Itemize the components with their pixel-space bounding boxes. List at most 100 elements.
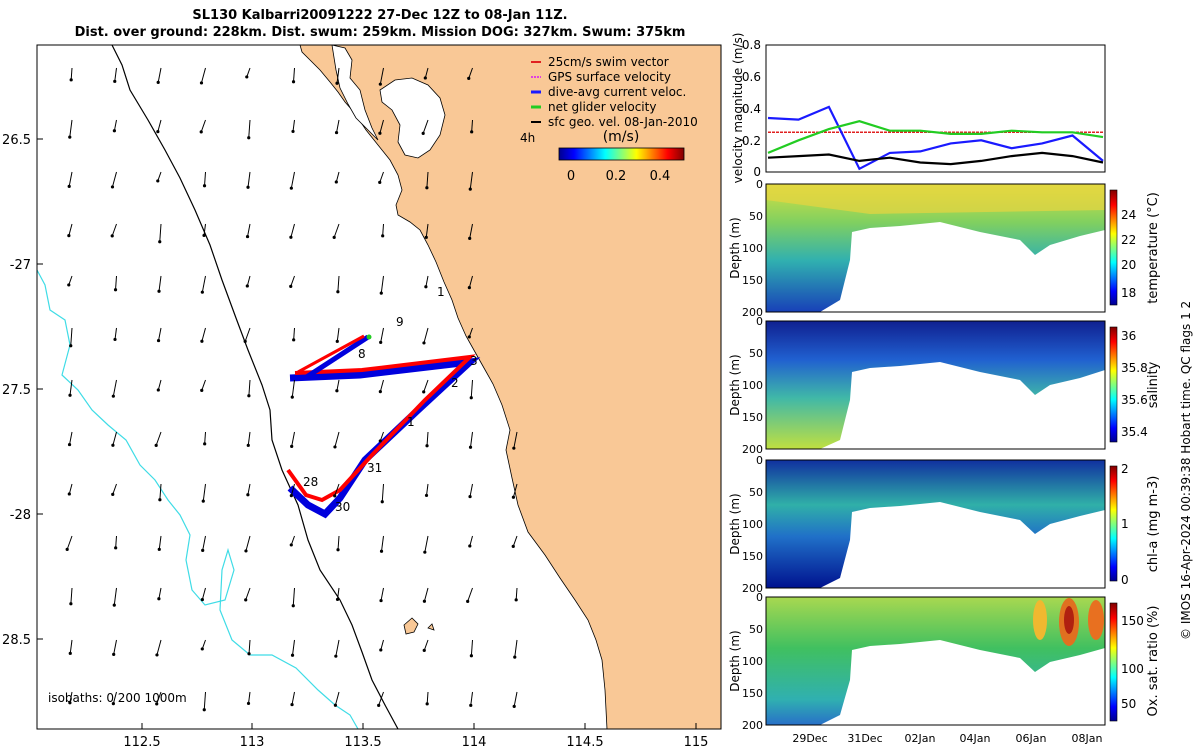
velocity-arrow bbox=[159, 223, 162, 242]
svg-text:18: 18 bbox=[1121, 286, 1136, 300]
figure-title-line1: SL130 Kalbarri20091222 27-Dec 12Z to 08-… bbox=[192, 8, 568, 23]
velocity-arrow bbox=[115, 535, 117, 548]
velocity-arrow bbox=[202, 535, 206, 551]
velocity-arrow-head bbox=[69, 602, 73, 606]
velocity-arrow bbox=[336, 119, 340, 133]
velocity-arrow bbox=[114, 327, 117, 340]
velocity-arrow bbox=[426, 483, 429, 496]
velocity-arrow-head bbox=[244, 549, 248, 553]
speed-colorbar bbox=[558, 147, 685, 161]
legend-label-dive-avg: dive-avg current veloc. bbox=[548, 85, 686, 99]
velocity-arrow-head bbox=[381, 234, 385, 238]
day-labels: 1 9 8 3 2 1 31 28 30 bbox=[303, 285, 478, 514]
velocity-arrow bbox=[69, 639, 73, 654]
svg-text:113: 113 bbox=[240, 735, 265, 750]
velocity-arrow bbox=[334, 691, 340, 706]
velocity-arrow bbox=[379, 119, 384, 134]
svg-text:100: 100 bbox=[1121, 662, 1144, 676]
velocity-arrow-head bbox=[245, 284, 249, 288]
velocity-arrow-head bbox=[470, 130, 474, 134]
velocity-arrow-head bbox=[334, 180, 338, 184]
map-axes-frame bbox=[36, 44, 722, 730]
velocity-arrow-head bbox=[422, 390, 426, 394]
svg-text:04Jan: 04Jan bbox=[960, 732, 991, 745]
velocity-arrow-head bbox=[468, 236, 472, 240]
velocity-arrow-head bbox=[423, 76, 427, 80]
temperature-cbar-label: temperature (°C) bbox=[1146, 192, 1161, 304]
svg-text:31: 31 bbox=[367, 461, 382, 475]
velocity-arrow bbox=[471, 119, 473, 132]
velocity-arrow-head bbox=[289, 284, 293, 289]
velocity-arrow bbox=[336, 379, 340, 391]
velocity-arrow bbox=[204, 431, 206, 444]
velocity-arrow bbox=[470, 379, 473, 398]
track-segment-8 bbox=[303, 334, 370, 381]
velocity-arrow bbox=[381, 535, 384, 552]
velocity-arrow-head bbox=[289, 494, 293, 498]
velocity-arrow bbox=[379, 171, 384, 183]
velocity-arrow bbox=[111, 223, 117, 237]
velocity-arrow bbox=[204, 171, 206, 186]
velocity-arrow bbox=[379, 379, 384, 392]
track-end-marker bbox=[366, 334, 372, 340]
velocity-arrow-head bbox=[336, 290, 340, 294]
velocity-arrow-head bbox=[378, 131, 382, 135]
velocity-arrow-head bbox=[245, 75, 249, 79]
svg-text:50: 50 bbox=[1121, 697, 1136, 711]
velocity-arrow-head bbox=[466, 599, 470, 603]
velocity-arrow bbox=[113, 587, 117, 606]
velocity-arrow-head bbox=[110, 234, 114, 238]
velocity-arrow-head bbox=[290, 395, 294, 399]
velocity-arrow-head bbox=[156, 130, 160, 134]
svg-text:113.5: 113.5 bbox=[344, 735, 381, 750]
velocity-arrow-head bbox=[379, 648, 383, 652]
velocity-arrow-head bbox=[158, 240, 162, 244]
svg-text:-27: -27 bbox=[10, 258, 31, 273]
velocity-arrow bbox=[426, 171, 429, 188]
velocity-arrow bbox=[379, 67, 384, 85]
svg-text:3: 3 bbox=[470, 354, 478, 368]
velocity-arrow-head bbox=[245, 234, 250, 239]
velocity-arrow-head bbox=[333, 494, 337, 498]
shark-bay-water bbox=[379, 77, 446, 159]
velocity-arrow bbox=[159, 483, 162, 500]
arrow-scale-label: 4h bbox=[520, 131, 535, 145]
glider-track-map: 1 9 8 3 2 1 31 28 30 112.5 113 113.5 114… bbox=[2, 44, 722, 750]
velocity-arrow bbox=[468, 275, 473, 288]
velocity-arrow-head bbox=[246, 443, 250, 447]
velocity-arrow bbox=[292, 639, 295, 656]
velocity-arrow bbox=[381, 483, 384, 502]
velocity-arrow bbox=[333, 223, 340, 238]
velocity-arrow-head bbox=[289, 235, 293, 239]
velocity-arrow bbox=[68, 171, 73, 187]
velocity-arrow-head bbox=[335, 597, 340, 602]
velocity-arrow-head bbox=[157, 597, 161, 601]
velocity-arrow bbox=[203, 223, 206, 236]
velocity-arrow-head bbox=[291, 604, 295, 608]
velocity-arrow-head bbox=[335, 389, 339, 393]
velocity-arrow-head bbox=[243, 339, 247, 343]
velocity-arrow-head bbox=[113, 337, 117, 342]
svg-text:0.4: 0.4 bbox=[650, 169, 671, 184]
velocity-arrow-head bbox=[378, 439, 382, 443]
velocity-arrow-head bbox=[111, 394, 115, 398]
velocity-arrow-head bbox=[378, 180, 382, 185]
velocity-arrow bbox=[202, 483, 206, 502]
svg-text:35.4: 35.4 bbox=[1121, 425, 1148, 439]
velocity-arrow-head bbox=[67, 283, 71, 287]
imos-stamp: © IMOS 16-Apr-2024 00:39:38 Hobart time.… bbox=[1179, 300, 1193, 640]
velocity-arrow bbox=[158, 535, 162, 550]
velocity-arrow-head bbox=[289, 186, 293, 190]
island bbox=[403, 617, 419, 635]
svg-text:35.8: 35.8 bbox=[1121, 361, 1148, 375]
velocity-arrow bbox=[512, 483, 518, 498]
velocity-arrow-head bbox=[244, 598, 248, 602]
peninsula-water bbox=[331, 45, 379, 141]
velocity-arrow bbox=[112, 691, 117, 704]
velocity-arrow bbox=[469, 171, 473, 190]
velocity-arrow-head bbox=[200, 290, 204, 294]
velocity-arrow bbox=[247, 483, 251, 495]
velocity-arrow bbox=[245, 587, 251, 601]
velocity-arrow bbox=[469, 483, 473, 497]
velocity-arrow-head bbox=[422, 648, 426, 653]
